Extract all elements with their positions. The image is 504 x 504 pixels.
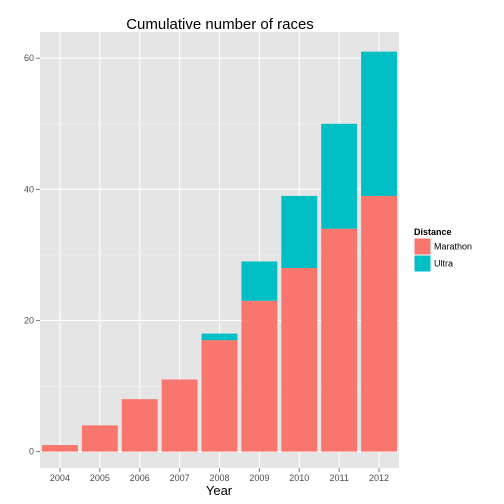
x-tick-label: 2008 bbox=[209, 473, 229, 483]
legend-label-ultra: Ultra bbox=[434, 259, 453, 269]
x-tick-label: 2004 bbox=[50, 473, 70, 483]
bar-ultra-2011 bbox=[321, 123, 358, 229]
bar-ultra-2010 bbox=[281, 195, 318, 269]
x-tick-label: 2005 bbox=[90, 473, 110, 483]
legend-title: Distance bbox=[414, 227, 452, 237]
y-axis: 0 20 40 60 bbox=[24, 53, 40, 457]
bar-marathon-2006 bbox=[121, 399, 158, 452]
bars bbox=[41, 51, 398, 452]
bar-marathon-2012 bbox=[361, 195, 398, 452]
x-tick-label: 2009 bbox=[249, 473, 269, 483]
bar-marathon-2007 bbox=[161, 379, 198, 452]
legend-key-ultra bbox=[413, 254, 432, 273]
bar-marathon-2005 bbox=[81, 425, 118, 452]
y-tick-label: 0 bbox=[29, 447, 34, 457]
bar-marathon-2010 bbox=[281, 268, 318, 452]
y-tick-label: 40 bbox=[24, 184, 34, 194]
legend-label-marathon: Marathon bbox=[434, 242, 472, 252]
x-axis: 2004 2005 2006 2007 2008 2009 2010 2011 2012 bbox=[50, 468, 389, 483]
x-tick-label: 2007 bbox=[170, 473, 190, 483]
legend-items: Marathon Ultra bbox=[413, 237, 472, 273]
bar-ultra-2012 bbox=[361, 51, 398, 196]
x-tick-label: 2012 bbox=[369, 473, 389, 483]
bar-ultra-2008 bbox=[201, 333, 238, 341]
bar-marathon-2008 bbox=[201, 340, 238, 452]
y-tick-label: 20 bbox=[24, 315, 34, 325]
x-tick-label: 2010 bbox=[289, 473, 309, 483]
legend: Distance Marathon Ultra bbox=[413, 227, 472, 273]
y-tick-label: 60 bbox=[24, 53, 34, 63]
bar-marathon-2009 bbox=[241, 300, 278, 452]
bar-marathon-2004 bbox=[41, 445, 78, 452]
chart-title: Cumulative number of races bbox=[126, 16, 314, 33]
bar-marathon-2011 bbox=[321, 228, 358, 452]
x-axis-title: Year bbox=[206, 483, 233, 498]
legend-key-marathon bbox=[413, 237, 432, 256]
x-tick-label: 2006 bbox=[130, 473, 150, 483]
x-tick-label: 2011 bbox=[329, 473, 348, 483]
bar-ultra-2009 bbox=[241, 261, 278, 301]
